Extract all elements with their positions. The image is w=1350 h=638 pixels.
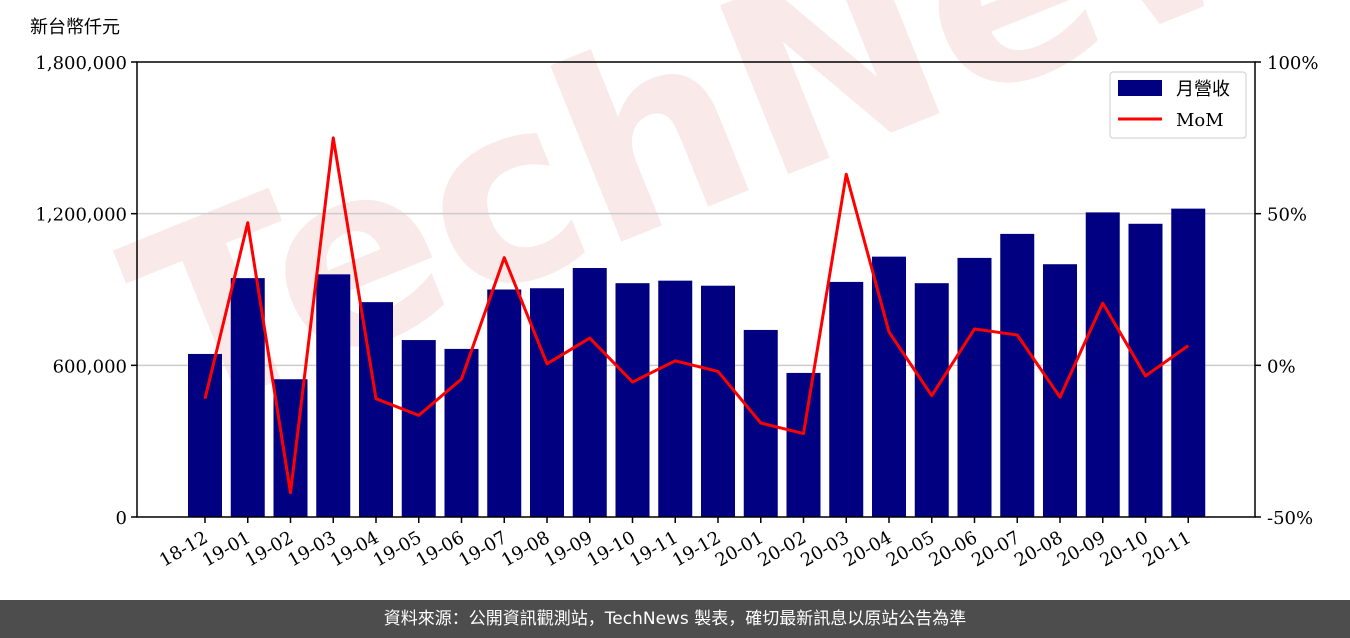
x-tick-label: 19-08 [498,527,553,571]
x-tick-label: 19-10 [584,527,639,571]
x-tick-label: 20-10 [1097,527,1152,571]
revenue-bar [444,348,479,517]
plot-border [136,61,1256,518]
left-tick-label: 0 [116,508,127,529]
revenue-bar [1000,233,1035,517]
x-tick-label: 19-12 [669,527,724,571]
revenue-bar [1085,212,1120,517]
revenue-bar [872,256,906,517]
right-tick-label: -50% [1267,508,1313,529]
x-tick-label: 20-11 [1139,527,1194,571]
x-tick-label: 20-04 [840,527,895,571]
revenue-bar [957,257,992,517]
x-tick-label: 20-07 [968,527,1023,571]
left-axis-ticks: 0 600,000 1,200,000 1,800,000 [35,53,137,529]
revenue-bar [230,278,265,517]
x-tick-label: 18-12 [156,527,211,571]
x-axis-ticks: 18-1219-0119-0219-0319-0419-0519-0619-07… [156,517,1195,571]
x-tick-label: 20-06 [926,527,981,571]
right-tick-label: 0% [1267,356,1296,377]
revenue-bar [188,353,222,517]
x-tick-label: 19-04 [327,527,382,571]
x-tick-label: 20-02 [755,527,810,571]
legend-bar-swatch [1118,80,1162,96]
x-tick-label: 19-02 [242,527,297,571]
x-tick-label: 19-05 [370,527,425,571]
revenue-bar [530,288,564,517]
x-tick-label: 20-01 [712,527,767,571]
x-tick-label: 19-09 [541,527,596,571]
x-tick-label: 19-11 [626,527,681,571]
revenue-chart: TechNews 新台幣仟元 0600,0001,200,0001,800,00… [30,0,1350,571]
bar-series [188,208,1206,517]
right-tick-label: 100% [1267,53,1318,74]
revenue-bar [829,281,864,517]
revenue-bar [1171,208,1206,517]
plot-frame [136,61,1256,518]
revenue-bar [658,280,693,517]
x-tick-label: 20-03 [797,527,852,571]
revenue-bar [914,283,949,517]
left-tick-label: 1,800,000 [35,53,127,74]
revenue-bar [487,289,522,517]
revenue-bar [786,372,821,517]
revenue-bar [701,285,735,517]
mom-line-series [203,136,1190,495]
left-tick-label: 1,200,000 [35,205,127,226]
legend-line-label: MoM [1176,110,1224,131]
x-tick-label: 20-05 [883,527,938,571]
legend: 月營收 MoM [1109,71,1247,139]
y-axis-unit-label: 新台幣仟元 [30,17,120,38]
revenue-bar [1043,264,1077,517]
x-tick-label: 20-09 [1054,527,1109,571]
legend-bar-label: 月營收 [1176,79,1230,100]
x-tick-label: 20-08 [1011,527,1066,571]
x-tick-label: 19-03 [284,527,339,571]
x-tick-label: 19-07 [455,527,510,571]
x-tick-label: 19-06 [413,527,468,571]
x-tick-label: 19-01 [199,527,254,571]
mom-line [203,136,1190,495]
right-tick-label: 50% [1267,205,1307,226]
revenue-bar [401,340,436,517]
left-tick-label: 600,000 [53,356,127,377]
revenue-bar [615,283,650,517]
right-axis-ticks: -50% 0% 50% 100% [1255,53,1318,529]
revenue-bar [572,268,607,517]
revenue-bar [316,274,351,517]
revenue-bar [1128,223,1163,517]
source-footer: 資料來源：公開資訊觀測站，TechNews 製表，確切最新訊息以原站公告為準 [0,600,1350,638]
